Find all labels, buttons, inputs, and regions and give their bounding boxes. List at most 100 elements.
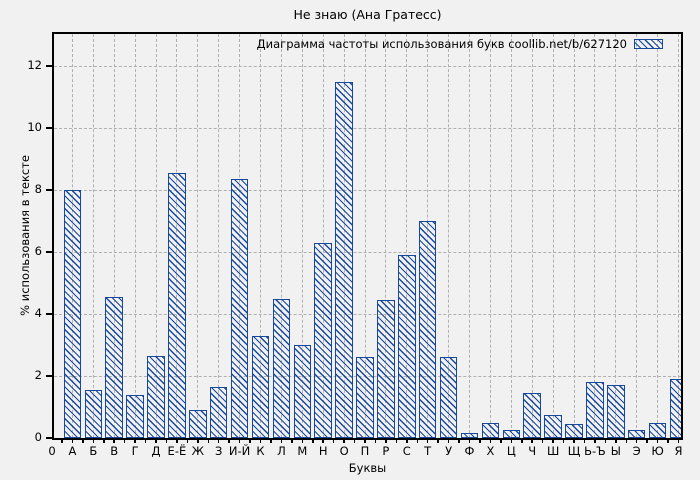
x-tick-label-Г: Г bbox=[131, 444, 139, 458]
y-tick-label-12: 12 bbox=[27, 58, 42, 72]
bar-И-Й bbox=[230, 179, 249, 438]
x-tick bbox=[385, 438, 387, 443]
bar-Щ bbox=[565, 424, 583, 438]
bar-Ю bbox=[648, 422, 667, 438]
v-gridline-П bbox=[364, 34, 366, 438]
x-tick bbox=[406, 438, 408, 443]
x-tick-label-П: П bbox=[360, 444, 370, 458]
y-tick-label-4: 4 bbox=[34, 306, 42, 320]
x-tick-label-Н: Н bbox=[318, 444, 328, 458]
x-tick-label-Щ: Щ bbox=[567, 444, 581, 458]
x-tick-label-В: В bbox=[110, 444, 119, 458]
x-tick-label-М: М bbox=[297, 444, 308, 458]
x-tick-label-Ю: Ю bbox=[651, 444, 664, 458]
x-tick-label-А: А bbox=[68, 444, 77, 458]
v-gridline-Р bbox=[385, 34, 387, 438]
y-tick-label-10: 10 bbox=[27, 120, 42, 134]
v-gridline-У bbox=[448, 34, 450, 438]
x-tick bbox=[604, 438, 607, 443]
bar-Ц bbox=[502, 430, 521, 438]
x-tick bbox=[155, 438, 157, 443]
v-gridline-В bbox=[113, 34, 115, 438]
h-gridline-8 bbox=[54, 189, 681, 191]
x-tick bbox=[479, 438, 481, 443]
y-tick-12 bbox=[46, 65, 52, 67]
v-gridline-Щ bbox=[573, 34, 575, 438]
x-tick bbox=[583, 438, 586, 443]
y-tick-2 bbox=[46, 375, 52, 377]
chart-title: Не знаю (Ана Гратесс) bbox=[293, 7, 442, 22]
x-tick-label-origin: 0 bbox=[48, 444, 56, 458]
x-tick bbox=[238, 438, 241, 443]
bar-Ж bbox=[189, 410, 207, 438]
v-gridline-Б bbox=[92, 34, 94, 438]
x-tick bbox=[71, 438, 74, 443]
v-gridline-К bbox=[260, 34, 261, 438]
x-tick bbox=[468, 438, 471, 443]
y-tick-label-8: 8 bbox=[34, 182, 42, 196]
x-tick-label-Ч: Ч bbox=[528, 444, 537, 458]
x-tick-label-Ш: Ш bbox=[546, 444, 560, 458]
x-tick bbox=[625, 438, 627, 443]
x-tick bbox=[656, 438, 659, 443]
x-tick bbox=[458, 438, 460, 443]
v-gridline-Ф bbox=[469, 34, 470, 438]
bar-К bbox=[251, 335, 270, 438]
x-tick bbox=[489, 438, 492, 443]
y-tick-8 bbox=[46, 189, 52, 191]
x-tick bbox=[92, 438, 95, 443]
x-tick bbox=[667, 438, 669, 443]
bar-Т bbox=[418, 221, 437, 438]
x-tick bbox=[113, 438, 115, 443]
h-gridline-10 bbox=[54, 127, 681, 129]
y-tick-label-0: 0 bbox=[34, 430, 42, 444]
v-gridline-Д bbox=[155, 34, 157, 438]
y-tick-label-2: 2 bbox=[34, 368, 42, 382]
h-gridline-12 bbox=[54, 65, 681, 67]
bar-У bbox=[439, 357, 458, 438]
v-gridline-Х bbox=[489, 34, 491, 438]
bar-Я bbox=[669, 379, 681, 438]
v-gridline-Ж bbox=[197, 34, 199, 438]
x-tick-label-Ь-Ъ: Ь-Ъ bbox=[584, 444, 606, 458]
legend-swatch-icon bbox=[634, 39, 663, 49]
y-axis-label: % использования в тексте bbox=[18, 155, 32, 316]
x-tick bbox=[353, 438, 356, 443]
x-tick-label-Х: Х bbox=[486, 444, 495, 458]
bar-Ы bbox=[607, 385, 625, 438]
x-tick bbox=[332, 438, 335, 443]
x-tick bbox=[291, 438, 293, 443]
x-tick bbox=[228, 438, 230, 443]
x-axis-label: Буквы bbox=[348, 461, 387, 475]
bar-Г bbox=[126, 394, 144, 438]
x-tick bbox=[322, 438, 324, 443]
v-gridline-Я bbox=[678, 34, 679, 438]
x-tick bbox=[426, 438, 429, 443]
v-gridline-Л bbox=[280, 34, 282, 438]
x-tick bbox=[594, 438, 596, 443]
x-tick bbox=[186, 438, 189, 443]
bar-Б bbox=[84, 389, 103, 438]
v-gridline-Ч bbox=[531, 34, 533, 438]
bar-П bbox=[356, 357, 374, 438]
y-tick-4 bbox=[46, 313, 52, 315]
x-tick bbox=[123, 438, 126, 443]
bar-Х bbox=[481, 422, 500, 438]
x-tick-label-Э: Э bbox=[632, 444, 641, 458]
x-tick bbox=[573, 438, 575, 443]
x-tick-label-Л: Л bbox=[277, 444, 286, 458]
x-tick bbox=[144, 438, 147, 443]
x-tick bbox=[343, 438, 345, 443]
x-tick bbox=[635, 438, 638, 443]
bar-З bbox=[209, 386, 228, 438]
y-tick-0 bbox=[46, 437, 52, 439]
x-tick-label-Ж: Ж bbox=[191, 444, 204, 458]
x-tick bbox=[61, 438, 63, 443]
x-tick bbox=[395, 438, 398, 443]
plot-area: Диаграмма частоты использования букв coo… bbox=[52, 32, 683, 440]
bar-Д bbox=[147, 355, 165, 438]
v-gridline-Э bbox=[636, 34, 638, 438]
x-tick bbox=[270, 438, 272, 443]
bar-Ч bbox=[523, 393, 541, 438]
